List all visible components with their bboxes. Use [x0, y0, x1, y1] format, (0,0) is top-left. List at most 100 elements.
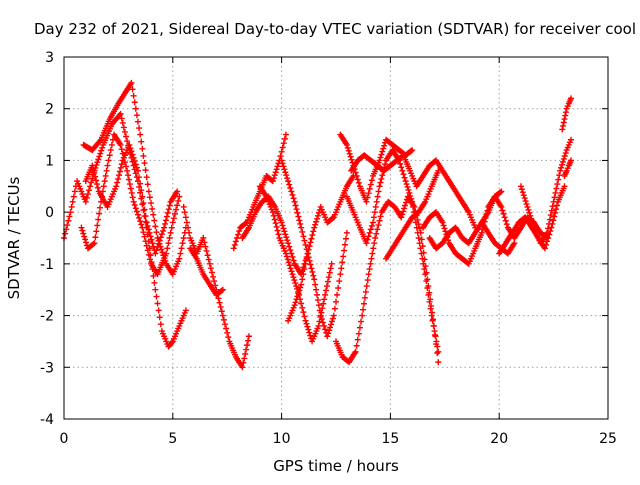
data-point: [369, 219, 376, 226]
data-point: [321, 322, 328, 329]
data-point: [373, 230, 380, 237]
data-point: [328, 260, 335, 267]
data-point: [149, 240, 156, 247]
data-point: [160, 227, 167, 234]
data-point: [174, 202, 181, 209]
y-tick-label: -3: [40, 360, 54, 376]
data-point: [359, 312, 366, 319]
data-point: [342, 235, 349, 242]
data-point: [527, 212, 534, 219]
data-point: [139, 145, 146, 152]
data-point: [118, 161, 125, 168]
data-point: [502, 217, 509, 224]
data-point: [524, 203, 531, 210]
data-point: [107, 147, 114, 154]
data-point: [92, 234, 99, 241]
x-tick-label: 10: [273, 431, 291, 447]
data-point: [315, 322, 322, 329]
data-point: [419, 255, 426, 262]
data-point: [96, 210, 103, 217]
data-point: [130, 198, 137, 205]
data-point: [424, 284, 431, 291]
data-point: [142, 167, 149, 174]
data-point: [205, 256, 212, 263]
data-point: [106, 152, 113, 159]
data-marks: [61, 79, 575, 371]
data-point: [117, 141, 124, 148]
data-point: [290, 274, 297, 281]
data-point: [378, 175, 385, 182]
data-point: [318, 316, 325, 323]
data-point: [154, 244, 161, 251]
data-point: [401, 205, 408, 212]
data-point: [82, 236, 89, 243]
data-point: [362, 288, 369, 295]
data-point: [303, 320, 310, 327]
data-point: [329, 215, 336, 222]
data-point: [341, 247, 348, 254]
data-point: [180, 203, 187, 210]
data-point: [322, 326, 329, 333]
series-track-8: [239, 193, 311, 278]
data-point: [307, 239, 314, 246]
data-point: [100, 183, 107, 190]
data-point: [288, 188, 295, 195]
data-point: [354, 176, 361, 183]
data-point: [128, 189, 135, 196]
data-point: [124, 167, 131, 174]
data-point: [325, 274, 332, 281]
data-point: [544, 238, 551, 245]
data-point: [306, 329, 313, 336]
data-point: [131, 99, 138, 106]
data-point: [548, 207, 555, 214]
data-point: [403, 181, 410, 188]
data-point: [151, 217, 158, 224]
data-point: [365, 233, 372, 240]
data-point: [94, 184, 101, 191]
data-point: [282, 169, 289, 176]
data-point: [183, 219, 190, 226]
series-track-16: [383, 167, 442, 262]
data-point: [316, 307, 323, 314]
data-point: [519, 189, 526, 196]
data-point: [309, 232, 316, 239]
data-point: [304, 250, 311, 257]
data-point: [410, 203, 417, 210]
data-point: [92, 173, 99, 180]
data-point: [339, 259, 346, 266]
data-point: [274, 227, 281, 234]
data-point: [416, 240, 423, 247]
data-point: [552, 209, 559, 216]
series-track-21: [517, 136, 575, 247]
data-point: [272, 169, 279, 176]
data-point: [402, 202, 409, 209]
data-point: [562, 109, 569, 116]
data-point: [544, 229, 551, 236]
data-point: [123, 163, 130, 170]
data-point: [284, 237, 291, 244]
data-point: [129, 86, 136, 93]
data-point: [296, 217, 303, 224]
data-point: [293, 296, 300, 303]
data-point: [291, 198, 298, 205]
data-point: [145, 188, 152, 195]
data-point: [366, 229, 373, 236]
data-point: [418, 250, 425, 257]
data-point: [146, 194, 153, 201]
data-point: [366, 266, 373, 273]
data-point: [296, 287, 303, 294]
data-point: [348, 156, 355, 163]
data-point: [312, 281, 319, 288]
series-track-7: [230, 131, 289, 252]
data-point: [134, 211, 141, 218]
data-point: [382, 161, 389, 168]
data-point: [95, 156, 102, 163]
data-point: [134, 167, 141, 174]
data-point: [377, 179, 384, 186]
data-point: [315, 302, 322, 309]
data-point: [337, 271, 344, 278]
data-point: [369, 250, 376, 257]
data-point: [310, 272, 317, 279]
data-point: [170, 215, 177, 222]
data-point: [511, 240, 518, 247]
